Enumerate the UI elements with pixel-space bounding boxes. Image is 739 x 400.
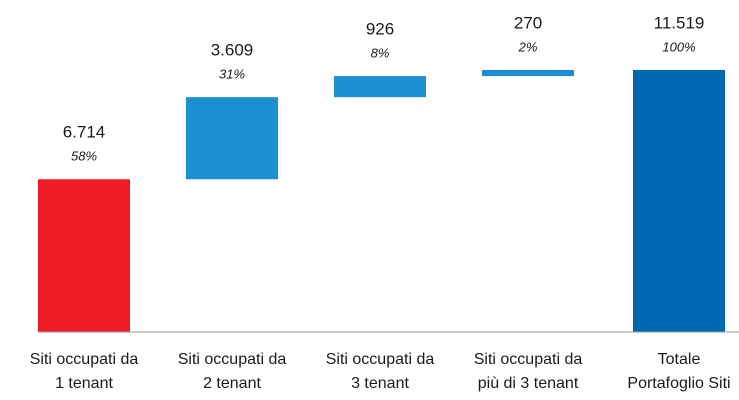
category-label: 2 tenant: [203, 375, 261, 392]
value-label: 11.519: [654, 13, 705, 32]
share-label: 58%: [71, 149, 97, 164]
bar: [38, 179, 130, 332]
bar: [482, 69, 574, 77]
value-label: 270: [514, 13, 542, 32]
value-label: 926: [366, 20, 394, 39]
category-label: 3 tenant: [351, 375, 409, 392]
category-label: Siti occupati da: [474, 351, 583, 368]
share-label: 100%: [662, 39, 695, 54]
category-label: Siti occupati da: [178, 351, 287, 368]
value-label: 3.609: [211, 41, 254, 60]
category-label: Portafoglio Siti: [627, 375, 730, 392]
category-label: 1 tenant: [55, 375, 113, 392]
value-label: 6.714: [63, 123, 106, 142]
share-label: 2%: [518, 39, 538, 54]
category-label: Totale: [658, 351, 701, 368]
bar: [334, 76, 426, 98]
category-label: più di 3 tenant: [478, 375, 579, 392]
share-label: 31%: [219, 67, 245, 82]
category-label: Siti occupati da: [326, 351, 435, 368]
category-label: Siti occupati da: [30, 351, 139, 368]
share-label: 8%: [371, 46, 390, 61]
bar: [186, 97, 278, 180]
bar: [633, 69, 725, 332]
